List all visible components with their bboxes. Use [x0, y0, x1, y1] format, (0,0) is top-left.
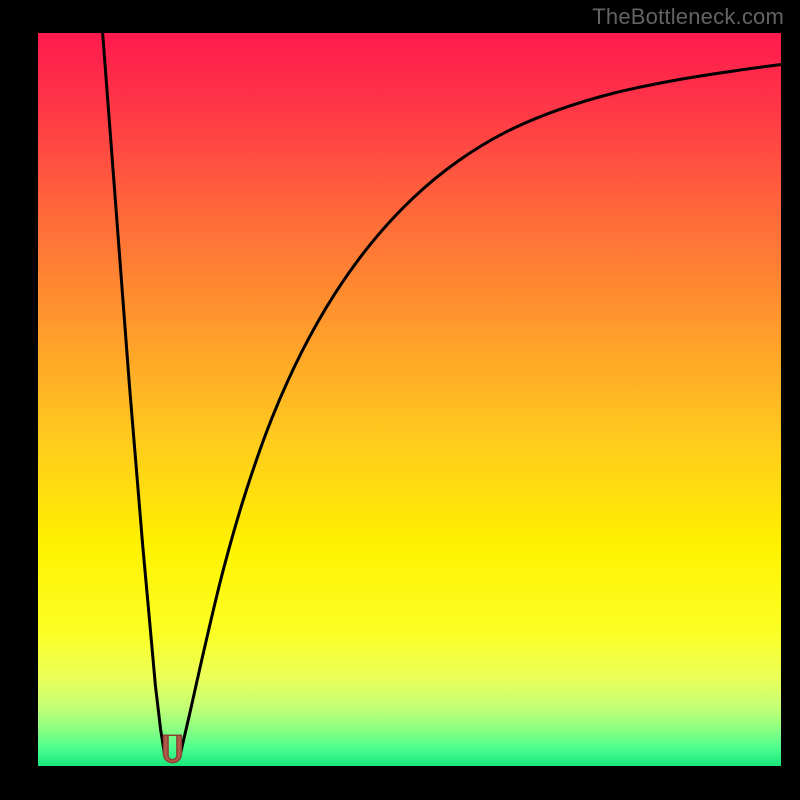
plot-svg [38, 33, 781, 766]
watermark-text: TheBottleneck.com [592, 4, 784, 30]
stage: TheBottleneck.com [0, 0, 800, 800]
gradient-background [38, 33, 781, 766]
